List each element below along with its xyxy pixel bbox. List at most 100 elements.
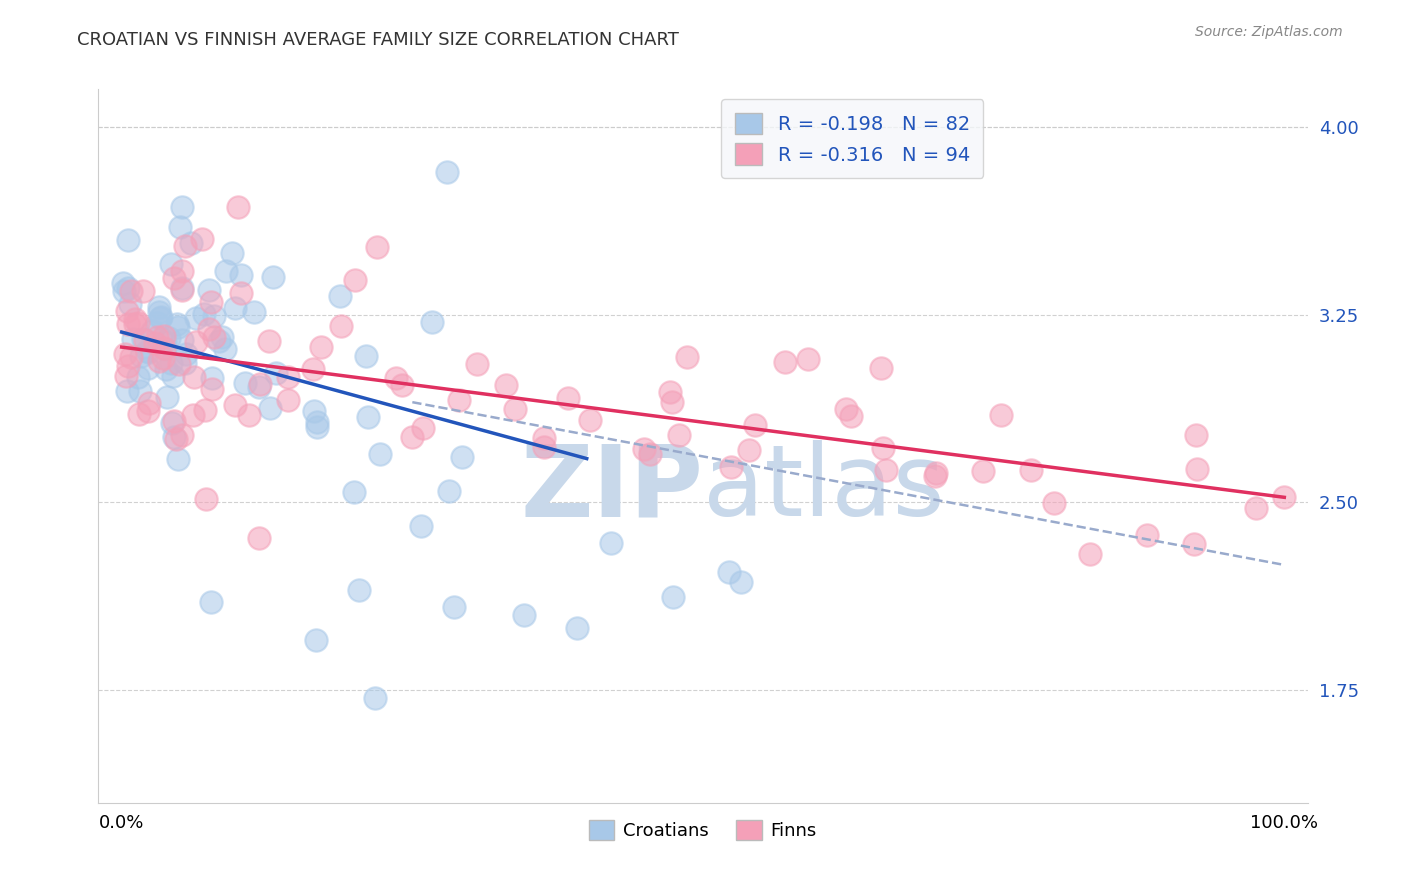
Point [211, 330, 233, 344]
Point [198, 321, 221, 335]
Point [226, 200, 249, 214]
Point [744, 417, 766, 432]
Point [132, 285, 155, 299]
Point [118, 296, 141, 310]
Point [309, 340, 332, 354]
Point [153, 328, 176, 343]
Point [1184, 427, 1206, 442]
Point [180, 236, 202, 251]
Point [198, 283, 221, 297]
Point [533, 431, 555, 445]
Point [200, 294, 222, 309]
Point [186, 335, 208, 350]
Point [600, 536, 623, 550]
Point [495, 378, 517, 392]
Point [366, 240, 388, 254]
Point [153, 335, 176, 350]
Point [1185, 462, 1208, 476]
Point [1043, 496, 1066, 510]
Point [200, 383, 222, 397]
Point [357, 409, 380, 424]
Point [305, 633, 328, 648]
Point [115, 384, 138, 399]
Point [156, 390, 179, 404]
Point [183, 369, 205, 384]
Point [163, 430, 186, 444]
Point [257, 334, 280, 348]
Point [1272, 491, 1295, 505]
Point [160, 416, 183, 430]
Point [264, 366, 287, 380]
Point [243, 305, 266, 319]
Point [328, 288, 350, 302]
Point [165, 432, 187, 446]
Point [117, 317, 139, 331]
Point [129, 349, 152, 363]
Point [114, 347, 136, 361]
Point [191, 232, 214, 246]
Point [409, 518, 432, 533]
Text: ZIP: ZIP [520, 441, 703, 537]
Point [163, 414, 186, 428]
Point [738, 442, 761, 457]
Point [1078, 547, 1101, 561]
Point [207, 334, 229, 348]
Point [157, 331, 180, 345]
Point [149, 310, 172, 324]
Point [193, 403, 215, 417]
Point [718, 566, 741, 580]
Point [662, 591, 685, 605]
Point [231, 285, 253, 300]
Point [661, 394, 683, 409]
Point [238, 409, 260, 423]
Point [120, 350, 142, 364]
Point [153, 342, 176, 356]
Point [839, 409, 862, 424]
Text: CROATIAN VS FINNISH AVERAGE FAMILY SIZE CORRELATION CHART: CROATIAN VS FINNISH AVERAGE FAMILY SIZE … [77, 31, 679, 49]
Point [138, 396, 160, 410]
Point [170, 200, 193, 214]
Point [513, 607, 536, 622]
Point [127, 370, 149, 384]
Point [162, 368, 184, 383]
Point [172, 281, 194, 295]
Point [201, 371, 224, 385]
Legend: Croatians, Finns: Croatians, Finns [582, 813, 824, 847]
Text: Source: ZipAtlas.com: Source: ZipAtlas.com [1195, 25, 1343, 39]
Point [120, 284, 142, 298]
Point [115, 304, 138, 318]
Point [221, 245, 243, 260]
Point [229, 268, 252, 282]
Point [557, 391, 579, 405]
Point [633, 442, 655, 456]
Point [134, 334, 156, 348]
Point [247, 532, 270, 546]
Point [565, 621, 588, 635]
Point [111, 277, 134, 291]
Point [224, 301, 246, 316]
Point [155, 361, 177, 376]
Point [181, 409, 204, 423]
Point [152, 351, 174, 365]
Point [146, 316, 169, 330]
Point [170, 283, 193, 297]
Point [132, 332, 155, 346]
Point [233, 376, 256, 391]
Point [148, 300, 170, 314]
Point [1136, 528, 1159, 542]
Point [146, 330, 169, 344]
Point [304, 404, 326, 418]
Point [186, 311, 208, 326]
Point [170, 333, 193, 347]
Point [170, 427, 193, 442]
Point [173, 355, 195, 369]
Point [924, 469, 946, 483]
Point [136, 344, 159, 359]
Point [215, 263, 238, 277]
Point [117, 233, 139, 247]
Point [159, 356, 181, 370]
Point [138, 344, 160, 359]
Point [214, 342, 236, 356]
Point [364, 690, 387, 705]
Point [420, 316, 443, 330]
